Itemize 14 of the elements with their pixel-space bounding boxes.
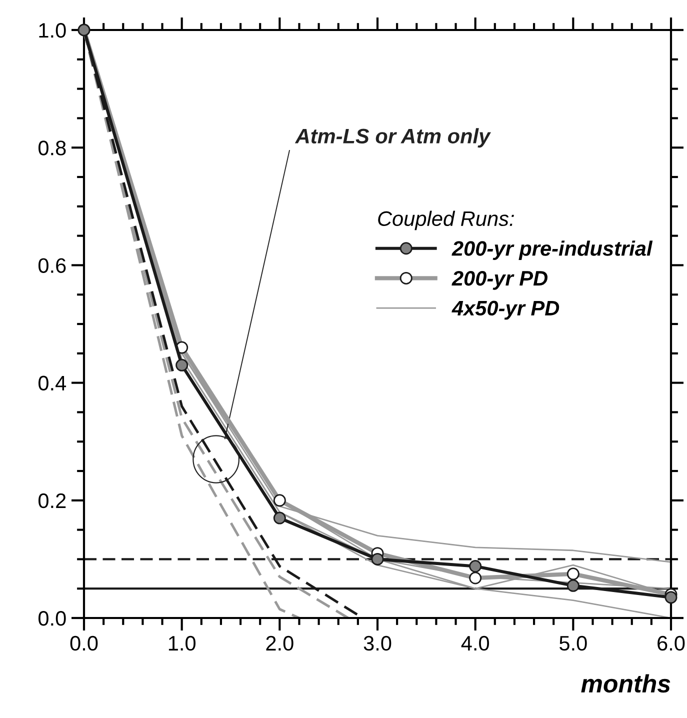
x-tick-label: 1.0	[168, 636, 196, 651]
x-tick-label: 2.0	[266, 636, 294, 651]
x-tick-label: 3.0	[364, 636, 392, 651]
x-tick-label: 0.0	[70, 636, 98, 651]
y-tick-label: 1.0	[39, 23, 66, 38]
x-axis-title: months	[581, 674, 670, 693]
x-tick-label: 4.0	[461, 636, 489, 651]
x-tick-label: 5.0	[560, 636, 587, 651]
y-tick-label: 0.4	[38, 376, 66, 391]
y-tick-label: 0.6	[38, 258, 66, 273]
y-tick-label: 0.2	[38, 493, 66, 508]
y-tick-label: 0.0	[38, 611, 66, 626]
y-tick-label: 0.8	[38, 140, 66, 156]
x-tick-label: 6.0	[658, 636, 685, 651]
